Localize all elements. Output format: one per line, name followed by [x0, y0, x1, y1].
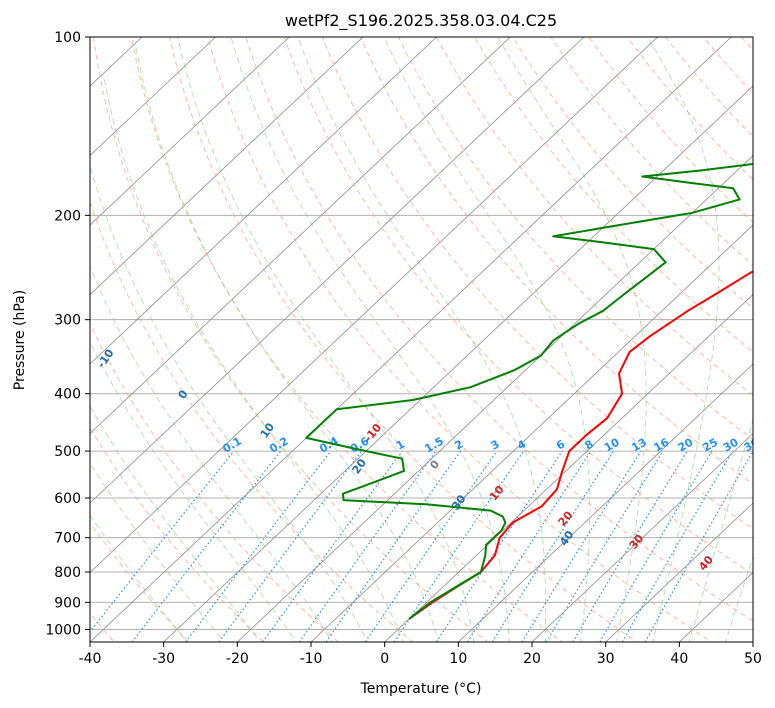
x-tick-label: -30 [152, 651, 175, 667]
y-tick-label: 200 [54, 208, 81, 224]
y-tick-label: 300 [54, 313, 81, 329]
x-tick-label: 40 [670, 651, 688, 667]
moist-adiabat-line [230, 37, 510, 642]
moist-adiabat-line [90, 514, 188, 642]
isotherm-line [90, 37, 511, 435]
x-tick-label: -10 [300, 651, 323, 667]
y-tick-label: 900 [54, 595, 81, 611]
mixing-ratio-line [644, 450, 753, 642]
y-tick-label: 700 [54, 531, 81, 547]
sounding-profiles [305, 162, 753, 620]
x-axis-title: Temperature (°C) [360, 681, 482, 697]
x-tick-label: -40 [79, 651, 102, 667]
background-grid [90, 37, 753, 642]
moist-adiabat-line [647, 37, 720, 642]
isotherm-line [90, 37, 364, 296]
axes: -40 -30 -20 -10 0 10 20 30 40 50 1000 900 800 700 600 5… [45, 30, 762, 667]
dry-adiabat-line [90, 426, 265, 642]
dry-adiabat-line [90, 522, 190, 642]
moist-adiabat-line [688, 417, 753, 642]
isotherm-line [458, 363, 753, 642]
moist-adiabat-line [90, 264, 333, 642]
dewpoint-profile-line [305, 162, 753, 620]
moist-adiabat-line [135, 47, 439, 642]
plot-frame [89, 36, 754, 643]
x-tick-label: 50 [744, 651, 762, 667]
moist-adiabat-line [724, 555, 753, 642]
dry-adiabat-line [474, 37, 753, 353]
isotherm-line [310, 224, 753, 642]
isotherm-line [90, 37, 658, 574]
dry-adiabat-line [245, 37, 753, 622]
mixing-ratio-line [467, 450, 592, 642]
isotherm-line [90, 37, 290, 226]
x-tick-label: 20 [523, 651, 541, 667]
moist-adiabat-line [177, 37, 475, 642]
temperature-profile-line [408, 270, 753, 620]
mixing-ratio-line [491, 450, 615, 642]
mixing-ratio-line [262, 450, 403, 642]
x-tick-label: -20 [226, 651, 249, 667]
x-tick-label: 30 [597, 651, 615, 667]
dry-adiabat-line [359, 37, 753, 485]
dry-adiabat-line [207, 37, 713, 642]
mixing-ratio-line [364, 450, 498, 642]
mixing-ratio-line [218, 450, 362, 642]
mixing-ratio-label: 36 [742, 435, 762, 454]
mixing-ratio-line [298, 450, 437, 642]
x-tick-label: 0 [380, 651, 389, 667]
moist-adiabat-line [103, 75, 404, 642]
dry-adiabat-line [512, 37, 753, 310]
dry-adiabat-line [90, 200, 414, 642]
y-tick-label: 800 [54, 565, 81, 581]
isotherm-line [237, 154, 753, 642]
y-tick-label: 600 [54, 491, 81, 507]
isotherm-line [90, 37, 437, 365]
mixing-ratio-line [545, 450, 664, 642]
isotherm-line [90, 37, 216, 157]
y-tick-label: 400 [54, 387, 81, 403]
y-tick-label: 1000 [45, 622, 81, 638]
mixing-ratio-line [325, 450, 462, 642]
y-tick-label: 100 [54, 30, 81, 46]
chart-title: wetPf2_S196.2025.358.03.04.C25 [285, 11, 557, 31]
isotherm-line [384, 293, 753, 642]
x-tick-label: 10 [449, 651, 467, 667]
dry-adiabat-line [169, 37, 638, 642]
mixing-ratio-line [185, 450, 332, 642]
dry-adiabat-line [90, 322, 339, 642]
moist-adiabat-line [90, 163, 369, 642]
moist-adiabat-line [497, 37, 647, 642]
isotherm-line [90, 37, 585, 504]
isotherm-line [605, 502, 753, 642]
y-axis-title: Pressure (hPa) [12, 290, 28, 390]
isotherm-line [531, 432, 753, 642]
moist-adiabat-line [297, 37, 547, 642]
mixing-ratio-line [90, 450, 235, 633]
moist-adiabat-line [90, 340, 297, 642]
y-tick-label: 500 [54, 444, 81, 460]
moist-adiabat-line [383, 37, 591, 642]
dry-adiabat-line [397, 37, 753, 441]
isotherm-line [90, 37, 732, 642]
